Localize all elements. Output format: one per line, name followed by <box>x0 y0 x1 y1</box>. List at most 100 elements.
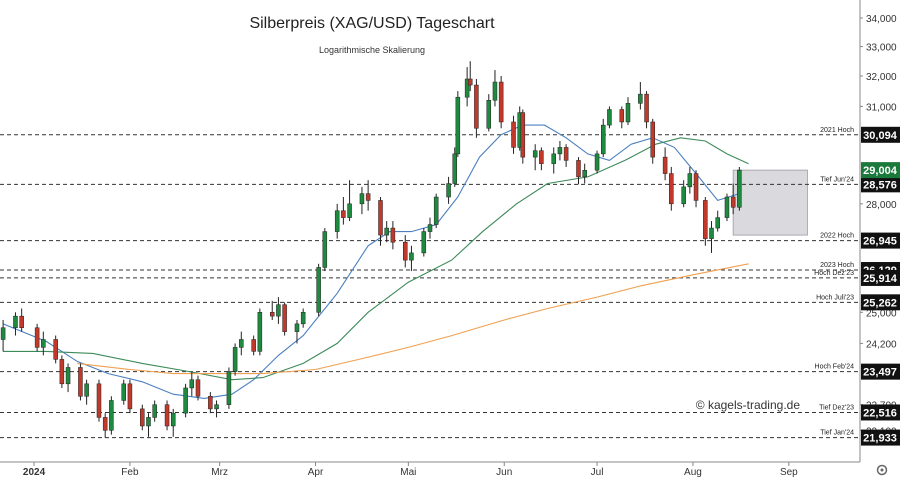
candle <box>102 413 108 438</box>
level-note: 2021 Hoch <box>820 127 854 134</box>
candle-body <box>96 383 102 418</box>
candle <box>687 166 693 194</box>
candle <box>427 217 433 239</box>
candle <box>347 180 352 222</box>
candle-body <box>532 150 538 158</box>
candle <box>594 150 600 174</box>
candle <box>638 82 643 110</box>
candle-body <box>239 339 244 348</box>
candle-body <box>724 196 730 218</box>
candle-body <box>13 315 18 328</box>
candle-body <box>594 153 600 171</box>
candle-body <box>498 81 504 123</box>
candle <box>121 379 126 405</box>
level-note: 2023 Hoch <box>820 262 854 269</box>
candle <box>322 228 328 272</box>
candle <box>511 115 516 154</box>
candle-body <box>433 196 439 225</box>
candle <box>498 76 504 129</box>
candle <box>452 147 457 187</box>
candle-body <box>709 227 714 239</box>
candle-body <box>607 109 612 126</box>
candle-body <box>316 267 321 313</box>
candle <box>669 166 674 211</box>
candle-body <box>183 387 188 414</box>
candle-body <box>403 241 408 261</box>
level-price-box <box>861 176 900 193</box>
candle <box>59 355 65 388</box>
level-note: Tief Dez'23 <box>819 404 854 411</box>
candle <box>557 140 563 161</box>
candle-body <box>539 150 544 164</box>
candle <box>300 308 306 328</box>
candle-body <box>334 210 340 232</box>
candle <box>576 157 581 185</box>
candle-body <box>576 160 581 178</box>
y-tick-label: 25,000 <box>866 308 897 319</box>
candle-body <box>341 210 346 218</box>
candle-body <box>41 339 46 348</box>
candle <box>492 70 498 107</box>
candle <box>146 413 151 437</box>
candle <box>737 166 742 211</box>
candle <box>316 263 321 317</box>
candle <box>625 97 631 126</box>
candle-body <box>693 173 699 201</box>
candle <box>600 118 606 158</box>
candle <box>257 308 263 356</box>
candle-body <box>121 383 126 401</box>
candle-body <box>452 153 457 184</box>
x-tick-label: Mrz <box>211 467 228 478</box>
candle <box>607 106 612 129</box>
moving-average-line <box>3 137 749 381</box>
candle-body <box>127 383 133 410</box>
candle-body <box>730 196 736 208</box>
candle <box>724 193 730 222</box>
candle-body <box>638 93 643 104</box>
candle <box>232 343 238 376</box>
candle <box>365 180 371 211</box>
candle <box>19 308 24 332</box>
candle <box>152 400 157 422</box>
candle <box>433 193 439 229</box>
level-note: 2022 Hoch <box>820 233 854 240</box>
last-price-label: 29,004 <box>863 165 898 177</box>
y-tick-label: 34,000 <box>866 14 897 25</box>
candle-body <box>170 412 176 427</box>
chart-subtitle: Logarithmische Skalierung <box>319 45 425 55</box>
candle <box>0 319 6 352</box>
y-tick-label: 28,000 <box>866 200 897 211</box>
candle <box>403 235 408 268</box>
candle-body <box>520 112 526 158</box>
candle-body <box>164 404 170 427</box>
candle-body <box>378 200 383 236</box>
candle <box>13 312 18 336</box>
candle <box>96 379 102 422</box>
candle-body <box>189 379 195 389</box>
level-price-box <box>861 429 900 446</box>
candle <box>551 147 556 174</box>
settings-gear-icon[interactable] <box>876 464 888 476</box>
candle <box>703 197 708 246</box>
candle-body <box>214 404 219 410</box>
candle-body <box>269 312 275 317</box>
candle-body <box>703 200 708 239</box>
y-tick-label: 31,000 <box>866 102 897 113</box>
level-note: Hoch Juli'23 <box>816 294 854 301</box>
candle-body <box>551 153 556 164</box>
candle <box>520 109 526 164</box>
x-tick-label: Jun <box>496 467 512 478</box>
moving-average-line <box>77 263 749 375</box>
candle <box>251 335 256 356</box>
level-price-box <box>861 269 900 286</box>
level-note: Tief Jan'24 <box>820 430 854 437</box>
candle-body <box>455 96 461 155</box>
x-tick-label: Aug <box>684 467 702 478</box>
last-price-box <box>861 162 900 179</box>
candle-body <box>474 84 479 129</box>
candle <box>276 297 281 324</box>
candle <box>378 197 383 246</box>
x-tick-label: Apr <box>308 467 324 478</box>
candle <box>41 331 46 356</box>
